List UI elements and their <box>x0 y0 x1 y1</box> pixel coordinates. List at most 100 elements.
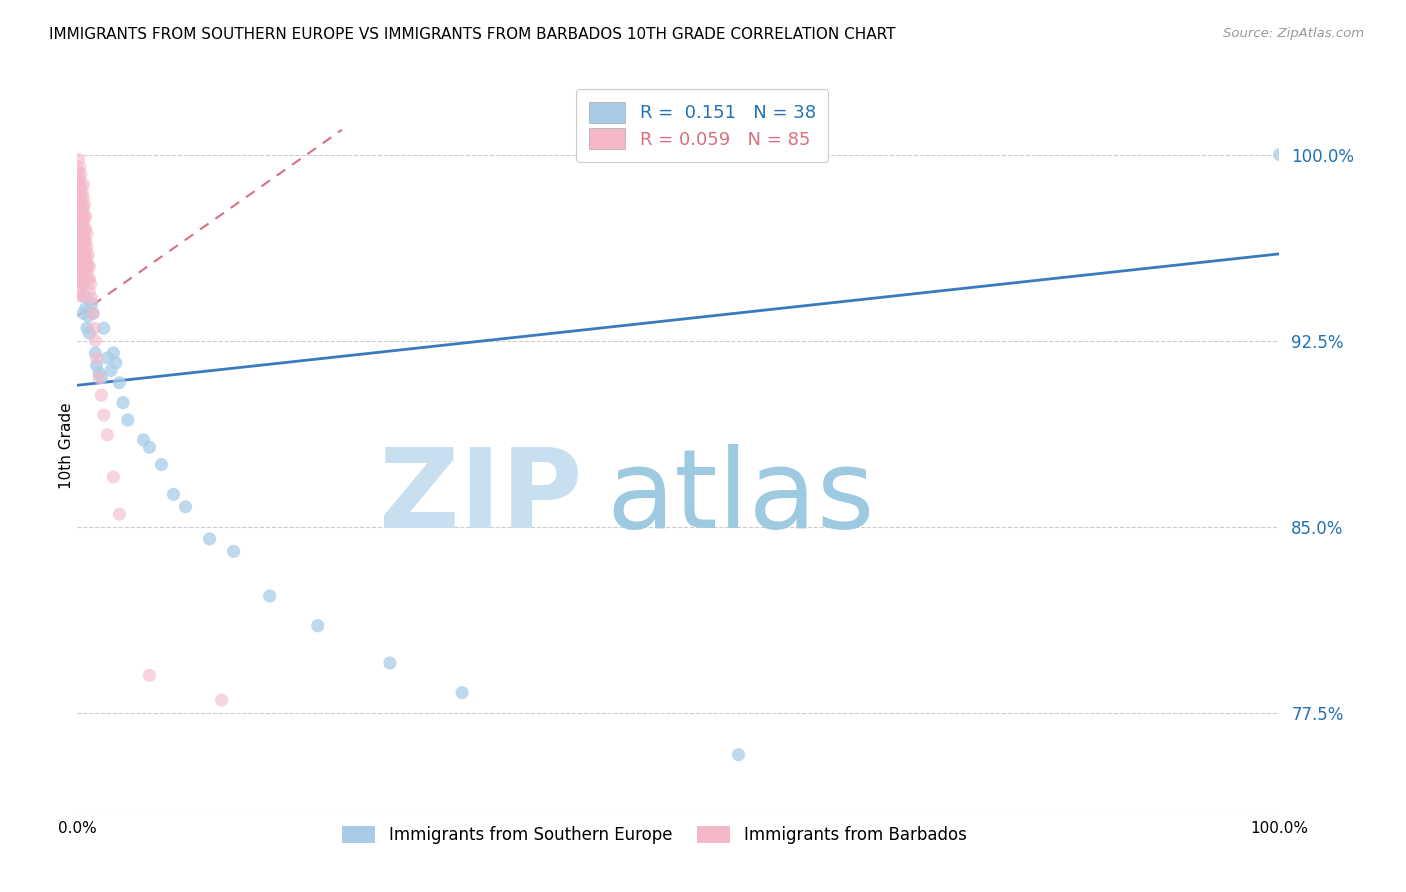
Point <box>75 235 97 249</box>
Point <box>451 686 474 700</box>
Point <box>69 210 91 224</box>
Text: IMMIGRANTS FROM SOUTHERN EUROPE VS IMMIGRANTS FROM BARBADOS 10TH GRADE CORRELATI: IMMIGRANTS FROM SOUTHERN EUROPE VS IMMIG… <box>49 27 896 42</box>
Point <box>70 222 93 236</box>
Point <box>1268 147 1291 161</box>
Point <box>70 222 93 236</box>
Point <box>76 321 98 335</box>
Point <box>86 351 108 365</box>
Point <box>75 222 97 236</box>
Point <box>73 222 96 236</box>
Point <box>76 239 98 253</box>
Point <box>70 247 93 261</box>
Point <box>72 252 94 266</box>
Point <box>67 227 90 241</box>
Point <box>69 235 91 249</box>
Point <box>70 214 93 228</box>
Point <box>75 301 97 316</box>
Point <box>75 247 97 261</box>
Point <box>67 153 90 167</box>
Legend: Immigrants from Southern Europe, Immigrants from Barbados: Immigrants from Southern Europe, Immigra… <box>336 820 973 851</box>
Point <box>93 408 115 422</box>
Point <box>69 160 91 174</box>
Point <box>174 500 197 514</box>
Point <box>67 239 90 253</box>
Point <box>76 264 98 278</box>
Point <box>70 239 93 253</box>
Point <box>70 259 93 273</box>
Point <box>73 235 96 249</box>
Point <box>67 165 90 179</box>
Point <box>222 544 245 558</box>
Point <box>70 252 93 266</box>
Point <box>82 306 104 320</box>
Point <box>77 247 100 261</box>
Point <box>72 239 94 253</box>
Point <box>87 371 110 385</box>
Point <box>104 356 127 370</box>
Point <box>69 222 91 236</box>
Point <box>79 271 101 285</box>
Point <box>70 192 93 206</box>
Point <box>727 747 749 762</box>
Point <box>82 306 104 320</box>
Point <box>76 227 98 241</box>
Point <box>69 197 91 211</box>
Point <box>307 619 329 633</box>
Point <box>79 277 101 291</box>
Point <box>67 264 90 278</box>
Point <box>77 259 100 273</box>
Point <box>87 366 110 380</box>
Point <box>69 259 91 273</box>
Point <box>69 172 91 186</box>
Point <box>132 433 155 447</box>
Point <box>70 235 93 249</box>
Point <box>70 277 93 291</box>
Point <box>70 210 93 224</box>
Point <box>70 180 93 194</box>
Point <box>162 487 184 501</box>
Point <box>80 296 103 310</box>
Point <box>75 210 97 224</box>
Point <box>77 271 100 285</box>
Point <box>79 284 101 298</box>
Point <box>83 321 105 335</box>
Point <box>84 334 107 348</box>
Point <box>378 656 401 670</box>
Point <box>72 277 94 291</box>
Point <box>69 247 91 261</box>
Point <box>73 197 96 211</box>
Point <box>67 214 90 228</box>
Point <box>69 271 91 285</box>
Text: atlas: atlas <box>606 443 875 550</box>
Point <box>138 668 160 682</box>
Point <box>72 306 94 320</box>
Point <box>69 247 91 261</box>
Point <box>86 359 108 373</box>
Point <box>96 351 118 365</box>
Point <box>150 458 173 472</box>
Text: Source: ZipAtlas.com: Source: ZipAtlas.com <box>1223 27 1364 40</box>
Point <box>70 271 93 285</box>
Point <box>70 197 93 211</box>
Point <box>103 470 125 484</box>
Point <box>70 289 93 303</box>
Point <box>73 259 96 273</box>
Point <box>70 168 93 182</box>
Point <box>117 413 139 427</box>
Point <box>198 532 221 546</box>
Point <box>72 277 94 291</box>
Point <box>72 264 94 278</box>
Point <box>80 292 103 306</box>
Point <box>70 185 93 199</box>
Point <box>93 321 115 335</box>
Point <box>90 371 112 385</box>
Point <box>70 235 93 249</box>
Point <box>211 693 233 707</box>
Point <box>73 289 96 303</box>
Point <box>67 252 90 266</box>
Point <box>67 192 90 206</box>
Point <box>72 214 94 228</box>
Point <box>70 202 93 217</box>
Point <box>72 178 94 192</box>
Point <box>79 259 101 273</box>
